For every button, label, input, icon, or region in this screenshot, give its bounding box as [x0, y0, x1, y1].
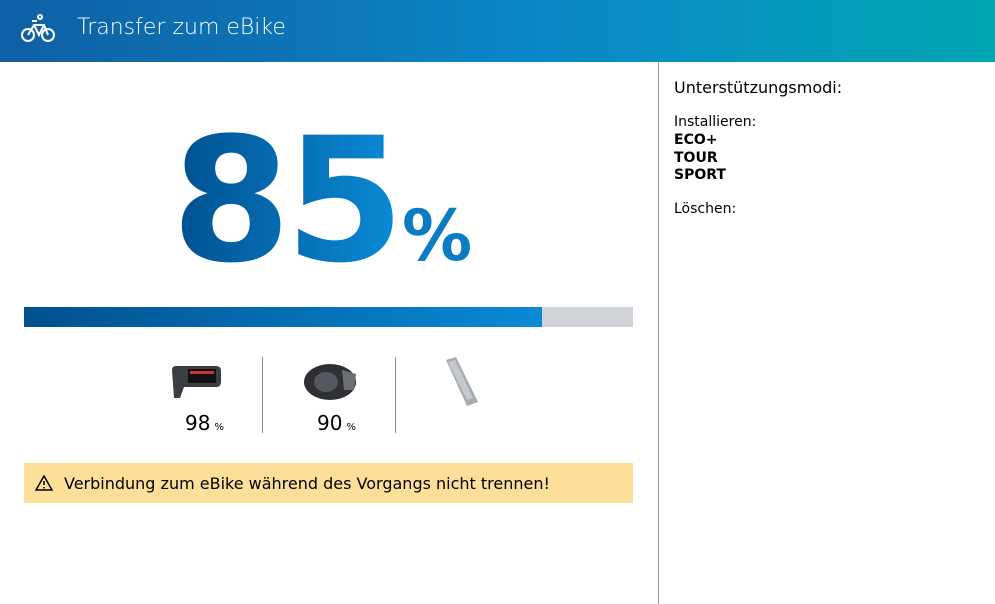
- warning-icon: [35, 475, 53, 491]
- motor-icon: [304, 364, 356, 400]
- component-number: 98: [185, 411, 211, 435]
- warning-banner: Verbindung zum eBike während des Vorgang…: [24, 463, 633, 503]
- delete-label: Löschen:: [674, 201, 737, 217]
- component-value: 90%: [317, 411, 356, 435]
- progress-fill: [24, 307, 542, 327]
- install-mode: ECO+: [674, 132, 718, 148]
- install-mode: SPORT: [674, 167, 726, 183]
- install-mode: TOUR: [674, 150, 718, 166]
- panel-divider: [658, 62, 659, 604]
- progress-track: [24, 307, 633, 327]
- separator: [262, 357, 263, 433]
- header-bar: Transfer zum eBike: [0, 0, 995, 62]
- component-unit: %: [346, 422, 356, 433]
- progress-unit: %: [402, 195, 472, 277]
- install-label: Installieren:: [674, 114, 757, 130]
- progress-value: 85: [171, 110, 398, 280]
- battery-icon: [446, 357, 478, 406]
- progress-display: 85 %: [171, 110, 472, 280]
- bike-icon: [21, 14, 55, 42]
- header-title: Transfer zum eBike: [77, 15, 286, 40]
- warning-text: Verbindung zum eBike während des Vorgang…: [64, 474, 550, 493]
- separator: [395, 357, 396, 433]
- component-number: 90: [317, 411, 343, 435]
- sidebar-title: Unterstützungsmodi:: [674, 78, 843, 97]
- component-unit: %: [214, 422, 224, 433]
- display-icon: [172, 366, 221, 398]
- component-value: 98%: [185, 411, 224, 435]
